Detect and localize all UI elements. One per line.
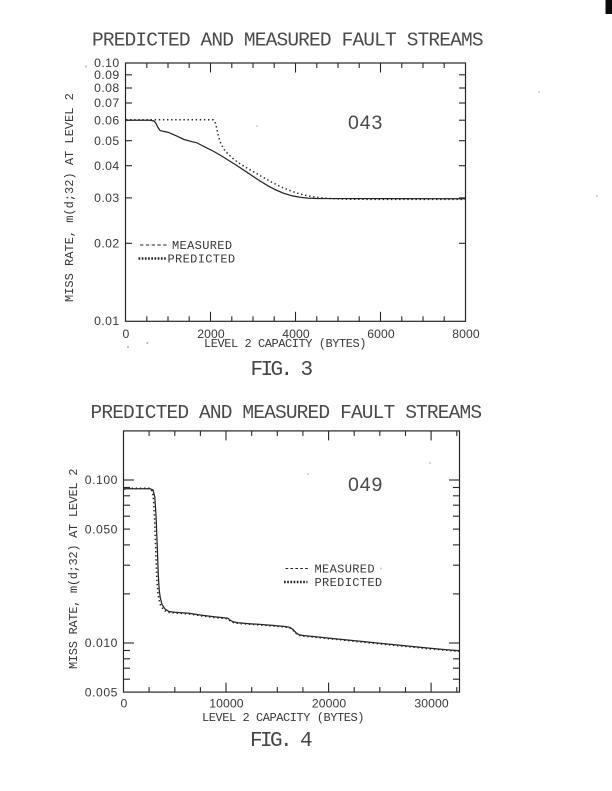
svg-text:049: 049 (348, 474, 383, 496)
svg-text:0.050: 0.050 (85, 522, 118, 536)
svg-text:LEVEL 2 CAPACITY (BYTES): LEVEL 2 CAPACITY (BYTES) (204, 337, 366, 351)
svg-text:2000: 2000 (197, 327, 225, 341)
svg-text:0.07: 0.07 (94, 96, 119, 110)
svg-text:FIG. 4: FIG. 4 (250, 730, 312, 753)
svg-text:0.06: 0.06 (94, 113, 119, 127)
svg-text:4000: 4000 (282, 327, 310, 341)
svg-text:10000: 10000 (209, 697, 244, 711)
svg-text:MEASURED: MEASURED (172, 239, 232, 253)
svg-text:FIG. 3: FIG. 3 (251, 359, 313, 382)
svg-text:0.02: 0.02 (94, 237, 119, 251)
svg-text:0.05: 0.05 (94, 134, 119, 148)
svg-text:PREDICTED: PREDICTED (168, 253, 236, 267)
svg-text:6000: 6000 (367, 327, 395, 341)
svg-text:MISS RATE, m(d;32) AT LEVEL 2: MISS RATE, m(d;32) AT LEVEL 2 (63, 93, 77, 302)
svg-text:30000: 30000 (414, 697, 449, 711)
svg-text:PREDICTED AND MEASURED FAULT S: PREDICTED AND MEASURED FAULT STREAMS (91, 402, 482, 424)
svg-text:0.100: 0.100 (85, 473, 118, 487)
svg-text:PREDICTED AND MEASURED FAULT S: PREDICTED AND MEASURED FAULT STREAMS (92, 30, 483, 52)
svg-text:MEASURED: MEASURED (315, 563, 375, 577)
svg-text:20000: 20000 (312, 697, 347, 711)
svg-text:0.08: 0.08 (94, 81, 119, 95)
svg-text:043: 043 (348, 112, 383, 134)
svg-text:0: 0 (123, 327, 130, 341)
svg-text:0: 0 (121, 697, 128, 711)
svg-text:PREDICTED: PREDICTED (315, 576, 383, 590)
svg-text:0.03: 0.03 (94, 191, 119, 205)
svg-text:0.010: 0.010 (85, 636, 118, 650)
svg-text:8000: 8000 (452, 327, 480, 341)
svg-text:LEVEL 2 CAPACITY (BYTES): LEVEL 2 CAPACITY (BYTES) (202, 711, 364, 725)
svg-text:0.09: 0.09 (94, 68, 119, 82)
svg-text:MISS RATE, m(d;32) AT LEVEL 2: MISS RATE, m(d;32) AT LEVEL 2 (67, 469, 81, 669)
svg-text:0.10: 0.10 (94, 56, 119, 70)
svg-text:0.04: 0.04 (94, 159, 119, 173)
svg-text:0.01: 0.01 (94, 314, 119, 328)
svg-text:0.005: 0.005 (85, 685, 118, 699)
